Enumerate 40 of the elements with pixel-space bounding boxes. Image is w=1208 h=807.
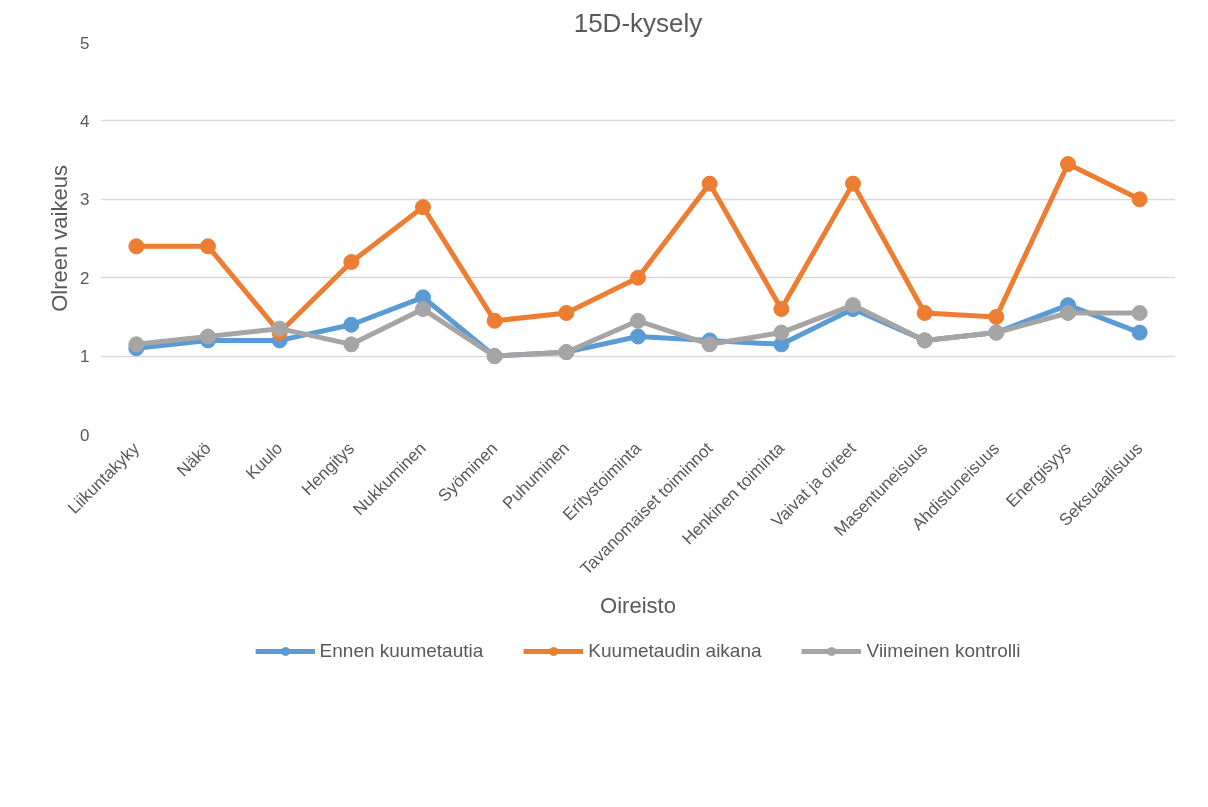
y-tick-label: 4 <box>80 111 90 131</box>
point <box>773 301 790 318</box>
point <box>128 238 145 255</box>
point <box>1131 324 1148 341</box>
point <box>773 324 790 341</box>
x-axis-title: Oireisto <box>600 593 676 619</box>
point <box>1131 191 1148 208</box>
y-tick-label: 2 <box>80 268 90 288</box>
legend-label: Viimeinen kontrolli <box>866 640 1021 662</box>
point <box>415 301 431 318</box>
point <box>701 336 718 353</box>
point <box>1060 156 1076 173</box>
point <box>343 254 360 271</box>
point <box>845 297 861 314</box>
point <box>343 336 360 353</box>
point <box>415 199 431 216</box>
point <box>630 269 646 286</box>
point <box>200 238 216 255</box>
y-axis-title: Olreen vaikeus <box>47 165 73 312</box>
point <box>630 312 646 329</box>
point <box>630 328 646 345</box>
point <box>1060 304 1076 321</box>
y-tick-label: 1 <box>80 347 90 367</box>
y-tick-label: 0 <box>80 425 90 445</box>
point <box>1131 304 1148 321</box>
point <box>558 304 575 321</box>
point <box>128 336 145 353</box>
legend-label: Kuumetaudin aikana <box>588 640 762 662</box>
point <box>988 308 1005 325</box>
point <box>343 316 360 333</box>
y-tick-label: 3 <box>80 190 90 210</box>
point <box>271 320 288 337</box>
y-tick-label: 5 <box>80 33 90 53</box>
point <box>845 175 861 192</box>
point <box>200 328 216 345</box>
point <box>916 304 933 321</box>
legend-label: Ennen kuumetautia <box>319 640 484 662</box>
point <box>701 175 718 192</box>
chart-title: 15D-kysely <box>573 7 703 38</box>
point <box>486 312 503 329</box>
